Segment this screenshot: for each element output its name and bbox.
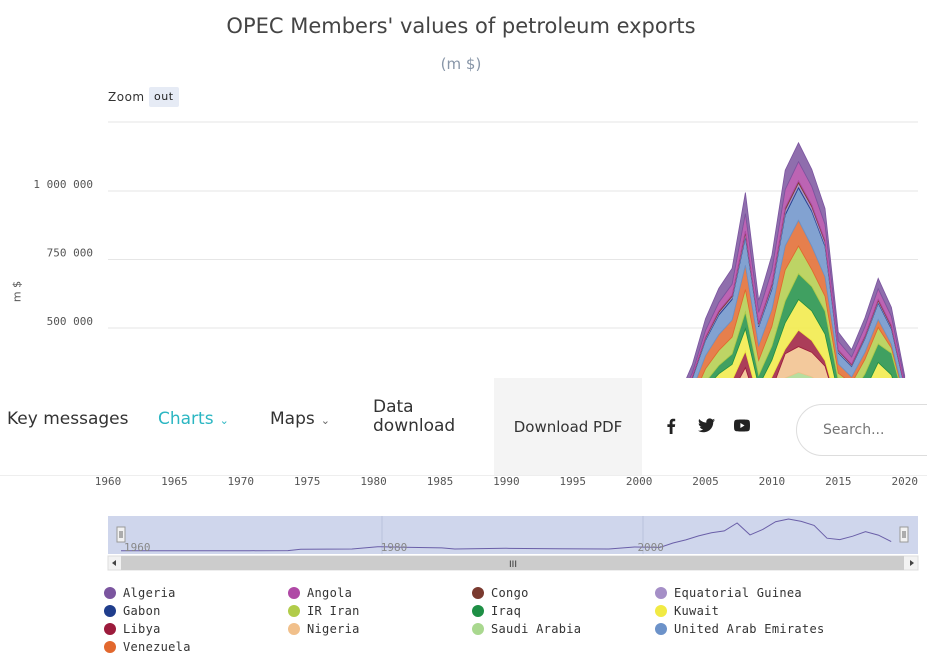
chart-subtitle: (m $)	[440, 55, 482, 73]
legend-label: Saudi Arabia	[491, 622, 582, 636]
legend-item[interactable]: United Arab Emirates	[655, 621, 825, 637]
area-algeria	[686, 141, 906, 378]
stacked-areas	[686, 141, 906, 378]
legend-marker	[104, 587, 116, 599]
legend-label: Kuwait	[674, 604, 720, 618]
scroll-right-arrow-icon[interactable]	[910, 560, 914, 566]
legend-marker	[655, 605, 667, 617]
x-tick-label: 2005	[692, 475, 719, 488]
legend-label: United Arab Emirates	[674, 622, 825, 636]
legend-marker	[288, 623, 300, 635]
legend-label: Iraq	[491, 604, 522, 618]
chart-plot: 500 000 750 000 1 000 000 1960 1965 1970 1975…	[33, 121, 919, 571]
area-nigeria	[739, 346, 830, 378]
x-tick-label: 2010	[759, 475, 786, 488]
legend-item[interactable]: Kuwait	[655, 603, 719, 619]
legend-marker	[655, 623, 667, 635]
legend-item[interactable]: Algeria	[104, 585, 176, 601]
x-tick-label: 2015	[825, 475, 852, 488]
legend-marker	[288, 587, 300, 599]
nav-maps[interactable]: Maps ⌄	[270, 409, 330, 429]
site-navbar: Key messages Charts ⌄ Maps ⌄ Data download…	[0, 378, 927, 476]
chart-title: OPEC Members' values of petroleum export…	[226, 14, 696, 38]
legend-item[interactable]: Nigeria	[288, 621, 360, 637]
nav-data-download-line2: download	[373, 416, 456, 436]
x-tick-label: 1985	[427, 475, 454, 488]
youtube-icon[interactable]	[734, 419, 750, 432]
x-tick-label: 1960	[95, 475, 122, 488]
legend-item[interactable]: Congo	[472, 585, 529, 601]
nav-maps-label: Maps	[270, 409, 315, 429]
x-tick-label: 1980	[360, 475, 387, 488]
area-saudi-arabia	[784, 371, 815, 378]
x-tick-label: 1970	[228, 475, 255, 488]
legend-marker	[655, 587, 667, 599]
scrollbar-thumb[interactable]	[121, 556, 904, 570]
legend-item[interactable]: Iraq	[472, 603, 521, 619]
legend-label: Venezuela	[123, 640, 191, 654]
download-pdf-label: Download PDF	[513, 417, 623, 436]
legend-item[interactable]: Gabon	[104, 603, 161, 619]
x-tick-labels: 1960 1965 1970 1975 1980 1985 1990 1995 2000 2005…	[95, 475, 918, 488]
legend-item[interactable]: Libya	[104, 621, 161, 637]
legend-marker	[472, 623, 484, 635]
nav-charts-label: Charts	[158, 409, 214, 429]
navigator-label: 1960	[124, 541, 151, 554]
twitter-icon[interactable]	[698, 418, 715, 433]
x-tick-label: 2020	[891, 475, 918, 488]
x-tick-label: 2000	[626, 475, 653, 488]
legend-marker	[472, 605, 484, 617]
legend-marker	[104, 641, 116, 653]
scrollbar-grip: III	[509, 560, 517, 570]
legend-item[interactable]: Venezuela	[104, 639, 191, 655]
legend-item[interactable]: Saudi Arabia	[472, 621, 581, 637]
chevron-down-icon: ⌄	[219, 414, 229, 427]
scroll-left-arrow-icon[interactable]	[112, 560, 116, 566]
legend-label: Congo	[491, 586, 529, 600]
legend-item[interactable]: IR Iran	[288, 603, 360, 619]
legend-label: Algeria	[123, 586, 176, 600]
legend-label: IR Iran	[307, 604, 360, 618]
nav-data-download-line1: Data	[373, 397, 414, 417]
legend-marker	[288, 605, 300, 617]
legend-marker	[104, 623, 116, 635]
facebook-icon[interactable]	[664, 418, 678, 434]
navigator-label: 1980	[381, 541, 408, 554]
search-input[interactable]	[796, 404, 927, 456]
x-tick-label: 1965	[161, 475, 188, 488]
legend-label: Gabon	[123, 604, 161, 618]
navigator: 1960 1980 2000 III	[107, 516, 919, 571]
legend-item[interactable]: Equatorial Guinea	[655, 585, 802, 601]
x-tick-label: 1975	[294, 475, 321, 488]
nav-charts[interactable]: Charts ⌄	[158, 409, 229, 429]
y-tick-label: 750 000	[47, 247, 93, 260]
legend-marker	[104, 605, 116, 617]
legend-label: Nigeria	[307, 622, 360, 636]
legend-label: Libya	[123, 622, 161, 636]
legend-item[interactable]: Angola	[288, 585, 352, 601]
x-tick-label: 1990	[493, 475, 520, 488]
zoom-out-button[interactable]: out	[149, 87, 179, 107]
chevron-down-icon: ⌄	[320, 414, 330, 427]
nav-data-download[interactable]: Data download	[373, 398, 455, 436]
y-tick-label: 500 000	[47, 315, 93, 328]
area-libya	[732, 329, 831, 378]
nav-key-messages[interactable]: Key messages	[7, 409, 129, 429]
navigator-handle[interactable]	[116, 526, 126, 543]
y-tick-label: 1 000 000	[33, 178, 93, 191]
navigator-handle[interactable]	[899, 526, 909, 543]
zoom-label: Zoom	[108, 90, 145, 104]
legend-marker	[472, 587, 484, 599]
legend-label: Equatorial Guinea	[674, 586, 802, 600]
x-tick-label: 1995	[560, 475, 587, 488]
download-pdf-button[interactable]: Download PDF	[494, 378, 642, 475]
navigator-mask	[108, 516, 918, 554]
y-tick-labels: 500 000 750 000 1 000 000	[33, 178, 93, 328]
navigator-series-line	[120, 518, 892, 552]
navigator-label: 2000	[637, 541, 664, 554]
legend-label: Angola	[307, 586, 353, 600]
